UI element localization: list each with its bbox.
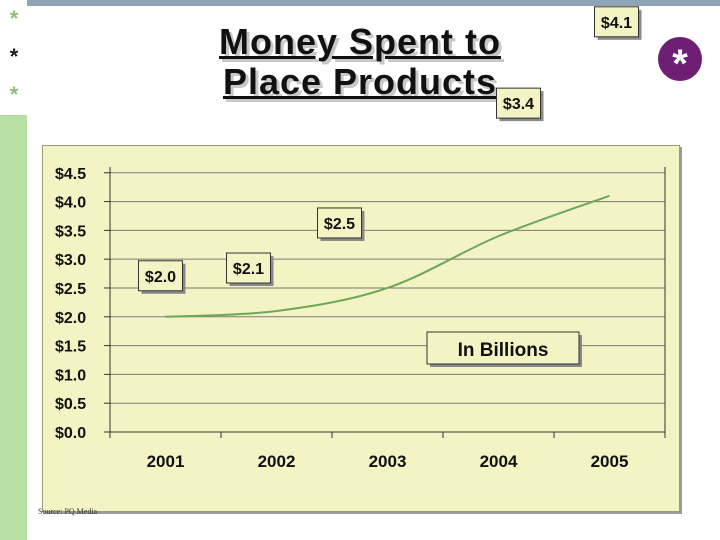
star-bullet: * xyxy=(9,6,19,31)
title-line-2: Place Products xyxy=(222,61,498,102)
left-accent-bar xyxy=(0,115,27,540)
data-label: $2.0 xyxy=(138,260,186,294)
y-tick-label: $0.5 xyxy=(55,396,86,413)
y-tick-label: $2.0 xyxy=(55,310,86,327)
asterisk-badge-icon: * xyxy=(658,37,702,86)
x-tick-label: 2005 xyxy=(591,452,629,471)
data-label-text: $2.5 xyxy=(324,216,355,233)
data-label-text: $2.0 xyxy=(145,269,176,286)
y-tick-label: $2.5 xyxy=(55,281,86,298)
y-tick-label: $3.0 xyxy=(55,252,86,269)
data-label: $4.1 xyxy=(594,6,642,40)
data-label: $3.4 xyxy=(496,87,544,122)
data-label-box xyxy=(496,87,541,119)
unit-annotation: In Billions xyxy=(426,331,582,367)
star-bullet: * xyxy=(9,44,19,69)
annotation-text: In Billions xyxy=(458,340,549,361)
data-label-text: $2.1 xyxy=(233,261,264,278)
title-line-1: Money Spent to xyxy=(219,21,501,62)
x-tick-label: 2004 xyxy=(480,452,518,471)
annotation-box xyxy=(426,331,580,365)
data-label-box xyxy=(594,6,639,38)
y-tick-label: $3.5 xyxy=(55,223,86,240)
side-stars: * * * xyxy=(4,0,24,114)
data-label-box xyxy=(317,207,362,239)
data-label-text: $3.4 xyxy=(503,96,534,113)
y-tick-label: $4.0 xyxy=(55,195,86,212)
y-tick-label: $0.0 xyxy=(55,425,86,442)
data-label: $2.5 xyxy=(317,207,365,241)
data-label-text: $4.1 xyxy=(601,15,632,32)
x-tick-label: 2002 xyxy=(258,452,296,471)
y-tick-label: $4.5 xyxy=(55,166,86,183)
data-label: $2.1 xyxy=(226,252,274,287)
y-tick-label: $1.0 xyxy=(55,367,86,384)
top-accent-bar xyxy=(27,0,720,6)
star-bullet: * xyxy=(9,82,19,107)
chart-area xyxy=(42,145,680,512)
source-note: Source: PQ Media xyxy=(38,507,98,516)
x-tick-label: 2001 xyxy=(147,452,185,471)
slide-title: Money Spent to Place Products xyxy=(160,22,560,102)
data-label-box xyxy=(226,252,271,284)
x-tick-label: 2003 xyxy=(369,452,407,471)
y-tick-label: $1.5 xyxy=(55,339,86,356)
data-label-box xyxy=(138,260,183,292)
